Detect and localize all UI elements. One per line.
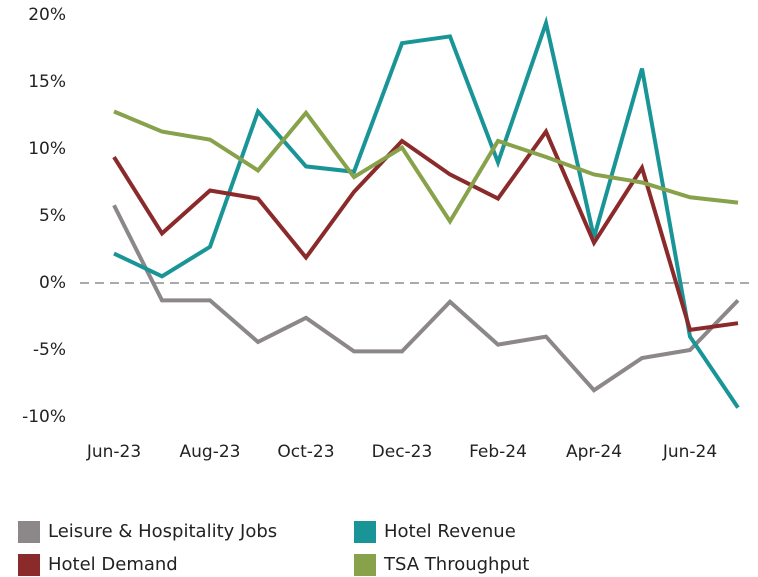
legend-swatch [354,554,376,576]
legend-swatch [18,521,40,543]
x-tick-label: Dec-23 [372,442,433,462]
x-tick-label: Jun-23 [86,442,141,462]
y-tick-label: 20% [28,5,66,25]
series-line [113,15,740,409]
legend-label: Hotel Revenue [384,521,516,542]
series-line [113,109,739,226]
x-tick-label: Feb-24 [469,442,527,462]
y-tick-label: 10% [28,139,66,159]
y-tick-label: 0% [39,273,66,293]
y-tick-label: 15% [28,72,66,92]
series-line [112,204,740,393]
y-tick-label: -10% [22,407,66,427]
x-tick-label: Oct-23 [277,442,334,462]
y-tick-label: -5% [33,340,66,360]
legend-label: Leisure & Hospitality Jobs [48,521,277,542]
legend-swatch [354,521,376,543]
x-tick-label: Aug-23 [180,442,241,462]
legend-label: Hotel Demand [48,554,178,575]
x-tick-label: Apr-24 [566,442,622,462]
y-tick-label: 5% [39,206,66,226]
x-tick-label: Jun-24 [662,442,717,462]
legend-label: TSA Throughput [383,554,529,575]
legend-swatch [18,554,40,576]
